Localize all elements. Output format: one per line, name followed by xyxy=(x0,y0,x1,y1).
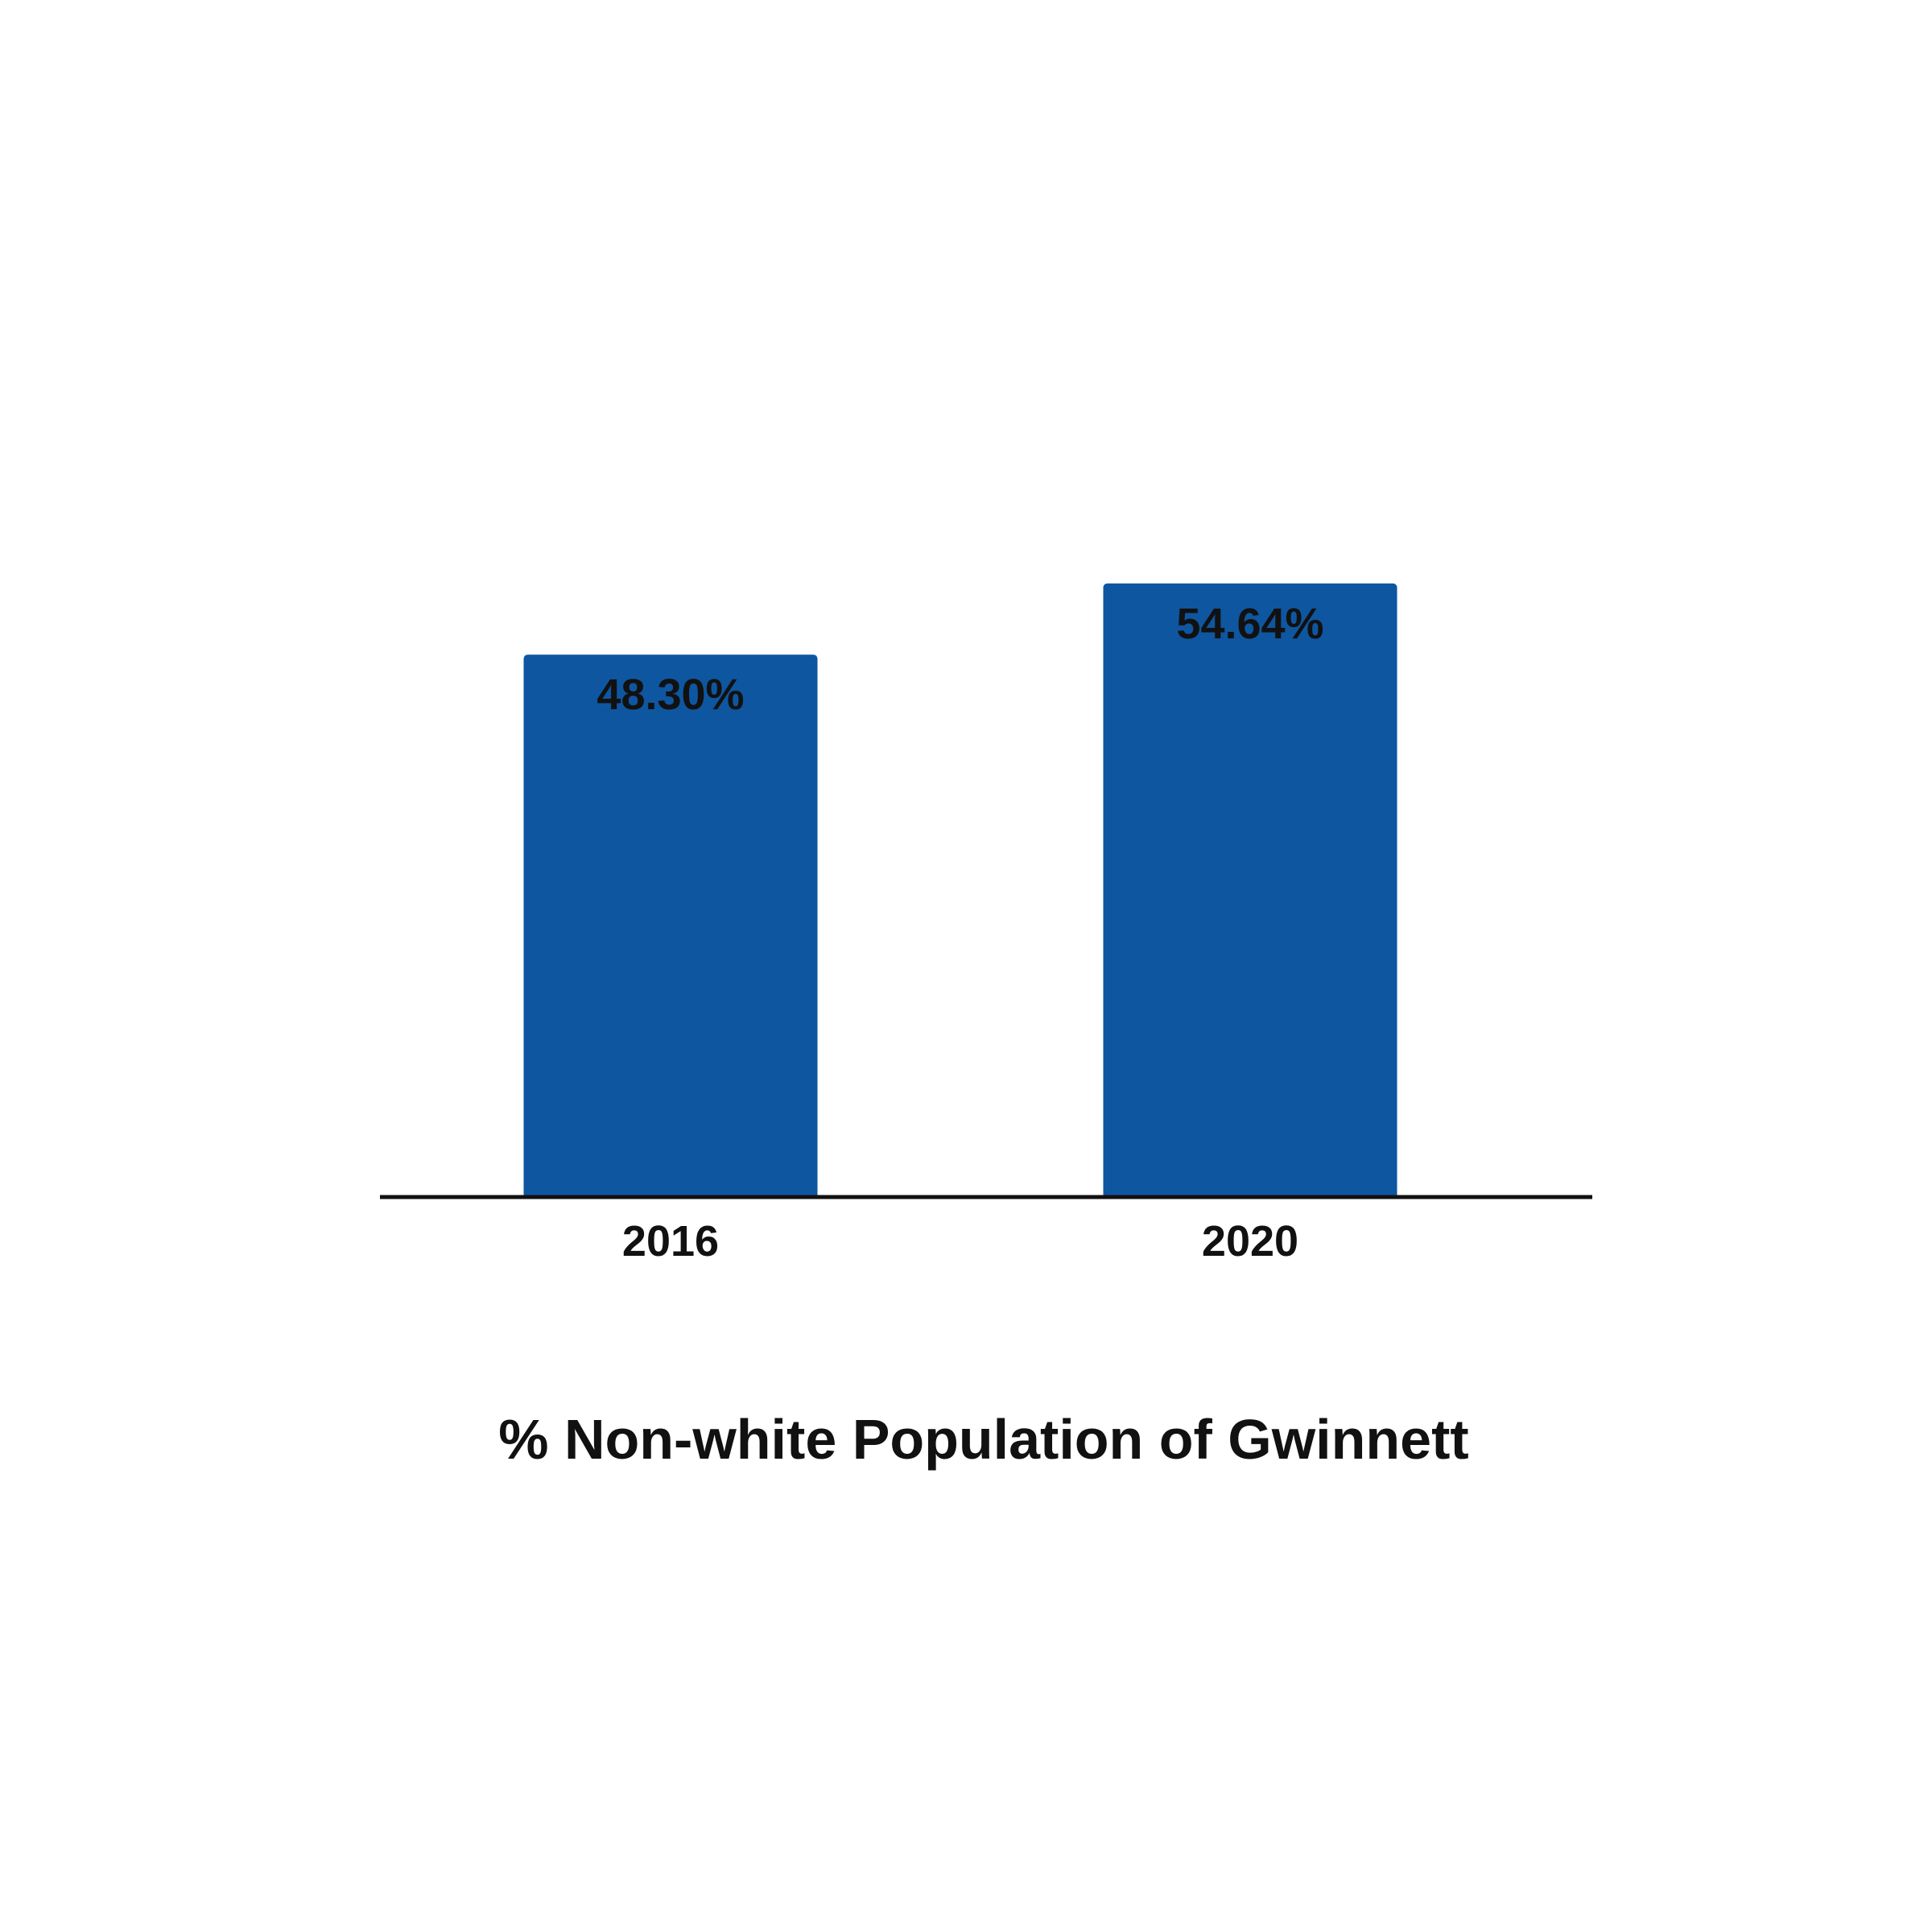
x-tick-labels-group: 2016 2020 xyxy=(622,1217,1298,1265)
x-tick-label-2016: 2016 xyxy=(622,1217,719,1265)
data-label-2020: 54.64% xyxy=(1176,600,1323,648)
bar-2020 xyxy=(1103,583,1397,1199)
data-labels-group: 48.30% 54.64% xyxy=(597,600,1323,719)
bar-2016 xyxy=(523,654,818,1199)
data-label-2016: 48.30% xyxy=(597,671,744,719)
bars-group xyxy=(523,583,1397,1199)
chart-title: % Non-white Population of Gwinnett xyxy=(498,1408,1468,1471)
x-tick-label-2020: 2020 xyxy=(1202,1217,1298,1265)
